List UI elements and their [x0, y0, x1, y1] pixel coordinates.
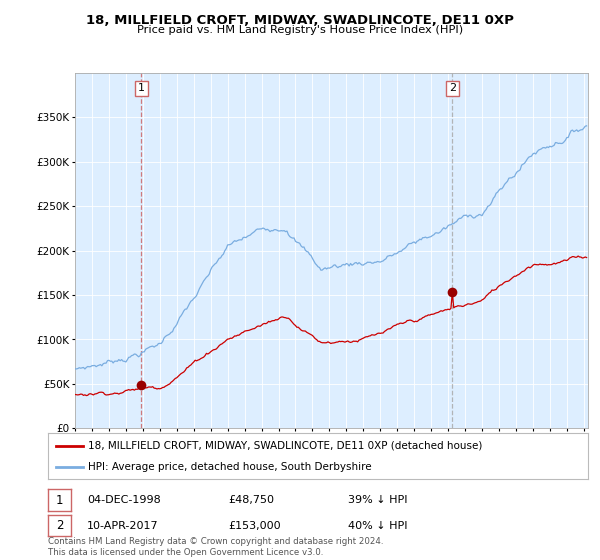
Text: £48,750: £48,750 [228, 495, 274, 505]
Text: 04-DEC-1998: 04-DEC-1998 [87, 495, 161, 505]
Text: 1: 1 [56, 493, 63, 507]
Text: Price paid vs. HM Land Registry's House Price Index (HPI): Price paid vs. HM Land Registry's House … [137, 25, 463, 35]
Text: Contains HM Land Registry data © Crown copyright and database right 2024.
This d: Contains HM Land Registry data © Crown c… [48, 537, 383, 557]
Text: 18, MILLFIELD CROFT, MIDWAY, SWADLINCOTE, DE11 0XP: 18, MILLFIELD CROFT, MIDWAY, SWADLINCOTE… [86, 14, 514, 27]
Text: 18, MILLFIELD CROFT, MIDWAY, SWADLINCOTE, DE11 0XP (detached house): 18, MILLFIELD CROFT, MIDWAY, SWADLINCOTE… [89, 441, 483, 451]
Text: HPI: Average price, detached house, South Derbyshire: HPI: Average price, detached house, Sout… [89, 463, 372, 472]
Text: 10-APR-2017: 10-APR-2017 [87, 521, 158, 531]
Text: 40% ↓ HPI: 40% ↓ HPI [348, 521, 407, 531]
Text: 39% ↓ HPI: 39% ↓ HPI [348, 495, 407, 505]
Text: 2: 2 [449, 83, 456, 94]
Text: 2: 2 [56, 519, 63, 533]
Text: £153,000: £153,000 [228, 521, 281, 531]
Text: 1: 1 [138, 83, 145, 94]
